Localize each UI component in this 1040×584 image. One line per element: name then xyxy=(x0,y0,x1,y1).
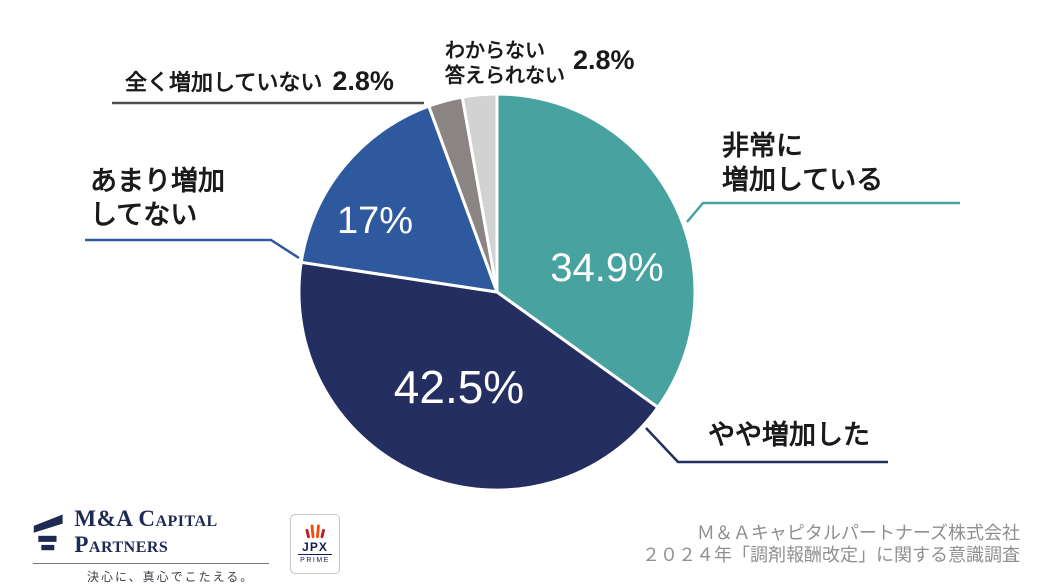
company-logo-tagline: 決心に、真心でこたえる。 xyxy=(87,570,255,584)
pie-slice-3 xyxy=(299,104,499,294)
jpx-divider xyxy=(298,554,332,555)
company-logo-row: M&A Capital Partners xyxy=(33,506,269,564)
company-logo: M&A Capital Partners 決心に、真心でこたえる。 xyxy=(33,506,269,584)
pie-slices: 34.9% 42.5% 17% xyxy=(297,92,697,492)
jpx-market-label: JPX xyxy=(302,540,328,554)
pie-value-label-2: 42.5% xyxy=(394,361,524,413)
label-very-increased-line1: 非常に xyxy=(722,131,803,161)
survey-credit-title: ２０２４年「調剤報酬改定」に関する意識調査 xyxy=(642,545,1020,565)
label-dont-know-line2: 答えられない xyxy=(445,65,565,87)
survey-credit-company: Ｍ＆Ａキャピタルパートナーズ株式会社 xyxy=(696,523,1020,543)
callout-line-somewhat-increased xyxy=(645,427,888,464)
jpx-flame-icon xyxy=(305,524,325,539)
pie-value-label-3: 17% xyxy=(337,200,413,242)
label-not-at-all-text: 全く増加していない xyxy=(125,70,323,95)
company-logo-mark-icon xyxy=(33,514,63,551)
label-very-increased: 非常に 増加している xyxy=(722,129,883,197)
label-dont-know: わからない 答えられない xyxy=(445,39,565,89)
label-not-much-line1: あまり増加 xyxy=(90,166,225,196)
callout-line-very-increased xyxy=(686,201,960,223)
label-not-at-all: 全く増加していない 2.8% xyxy=(125,66,394,98)
jpx-segment-label: PRIME xyxy=(300,557,330,564)
callout-line-not-much-increased xyxy=(85,238,300,260)
company-logo-name: M&A Capital Partners xyxy=(74,506,218,557)
label-somewhat-increased: やや増加した xyxy=(708,420,870,450)
jpx-prime-badge: JPX PRIME xyxy=(290,514,340,574)
pie-slice-2 xyxy=(297,260,660,492)
label-very-increased-line2: 増加している xyxy=(722,165,884,195)
survey-credit: Ｍ＆Ａキャピタルパートナーズ株式会社 ２０２４年「調剤報酬改定」に関する意識調査 xyxy=(642,522,1020,566)
label-not-much-increased: あまり増加 してない xyxy=(90,164,225,232)
label-not-much-line2: してない xyxy=(90,200,198,230)
label-not-at-all-percent: 2.8% xyxy=(332,66,394,96)
pie-value-label-1: 34.9% xyxy=(550,246,663,290)
pie-slice-1 xyxy=(495,92,697,409)
label-dont-know-line1: わからない xyxy=(445,40,545,62)
pie-slice-5 xyxy=(460,92,499,294)
label-dont-know-percent: 2.8% xyxy=(573,45,635,75)
